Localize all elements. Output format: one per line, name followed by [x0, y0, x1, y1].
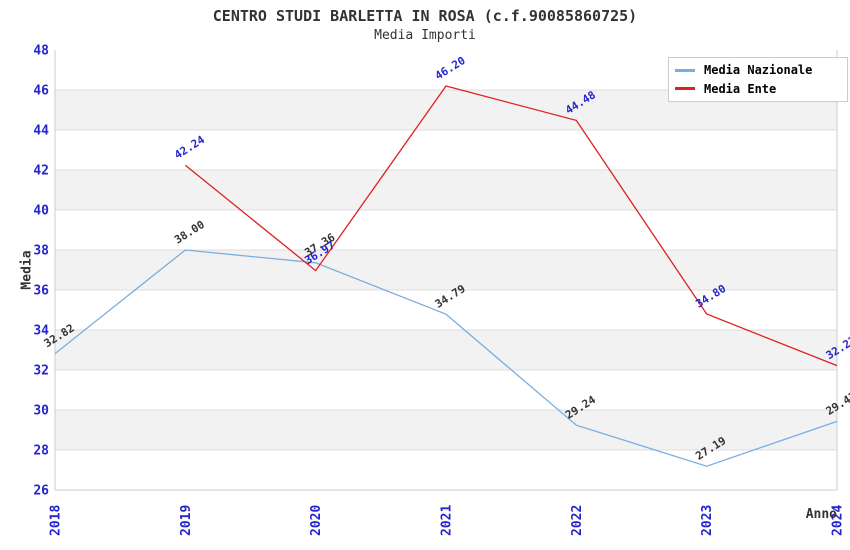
- legend-item-media-ente: Media Ente: [675, 82, 841, 96]
- x-tick-label: 2024: [831, 505, 846, 536]
- y-tick-label: 28: [33, 444, 49, 459]
- y-axis-title: Media: [19, 250, 35, 290]
- x-tick-label: 2019: [179, 505, 194, 536]
- y-tick-label: 32: [33, 364, 49, 379]
- chart-title: CENTRO STUDI BARLETTA IN ROSA (c.f.90085…: [212, 7, 638, 25]
- grid-band: [55, 250, 837, 290]
- x-tick-label: 2021: [440, 505, 455, 536]
- y-tick-label: 46: [33, 84, 49, 99]
- grid-band: [55, 170, 837, 210]
- legend-label-media-ente: Media Ente: [704, 81, 777, 96]
- x-tick-label: 2023: [700, 505, 715, 536]
- y-tick-label: 44: [33, 124, 49, 139]
- legend-label-media-nazionale: Media Nazionale: [704, 63, 813, 78]
- value-label: 42.24: [172, 133, 207, 162]
- x-tick-label: 2020: [309, 505, 324, 536]
- x-axis-title: Anno: [805, 507, 837, 522]
- legend: Media Nazionale Media Ente: [668, 57, 848, 102]
- y-tick-label: 36: [33, 284, 49, 299]
- value-label: 46.20: [433, 54, 468, 83]
- chart-subtitle: Media Importi: [374, 28, 476, 43]
- x-tick-label: 2018: [49, 505, 64, 536]
- y-tick-label: 30: [33, 404, 49, 419]
- media-nazionale-line: [54, 249, 838, 467]
- legend-item-media-nazionale: Media Nazionale: [675, 63, 841, 77]
- y-tick-label: 40: [33, 204, 49, 219]
- media-ente-line-swatch: [675, 87, 695, 91]
- y-tick-label: 42: [33, 164, 49, 179]
- y-tick-label: 26: [33, 484, 49, 499]
- grid-band: [55, 330, 837, 370]
- y-tick-label: 48: [33, 44, 49, 59]
- grid-band: [55, 410, 837, 450]
- media-ente-line: [184, 85, 838, 367]
- media-nazionale-line-swatch: [675, 68, 695, 72]
- x-tick-label: 2022: [570, 505, 585, 536]
- y-tick-label: 34: [33, 324, 49, 339]
- y-tick-label: 38: [33, 244, 49, 259]
- value-label: 38.00: [172, 218, 207, 247]
